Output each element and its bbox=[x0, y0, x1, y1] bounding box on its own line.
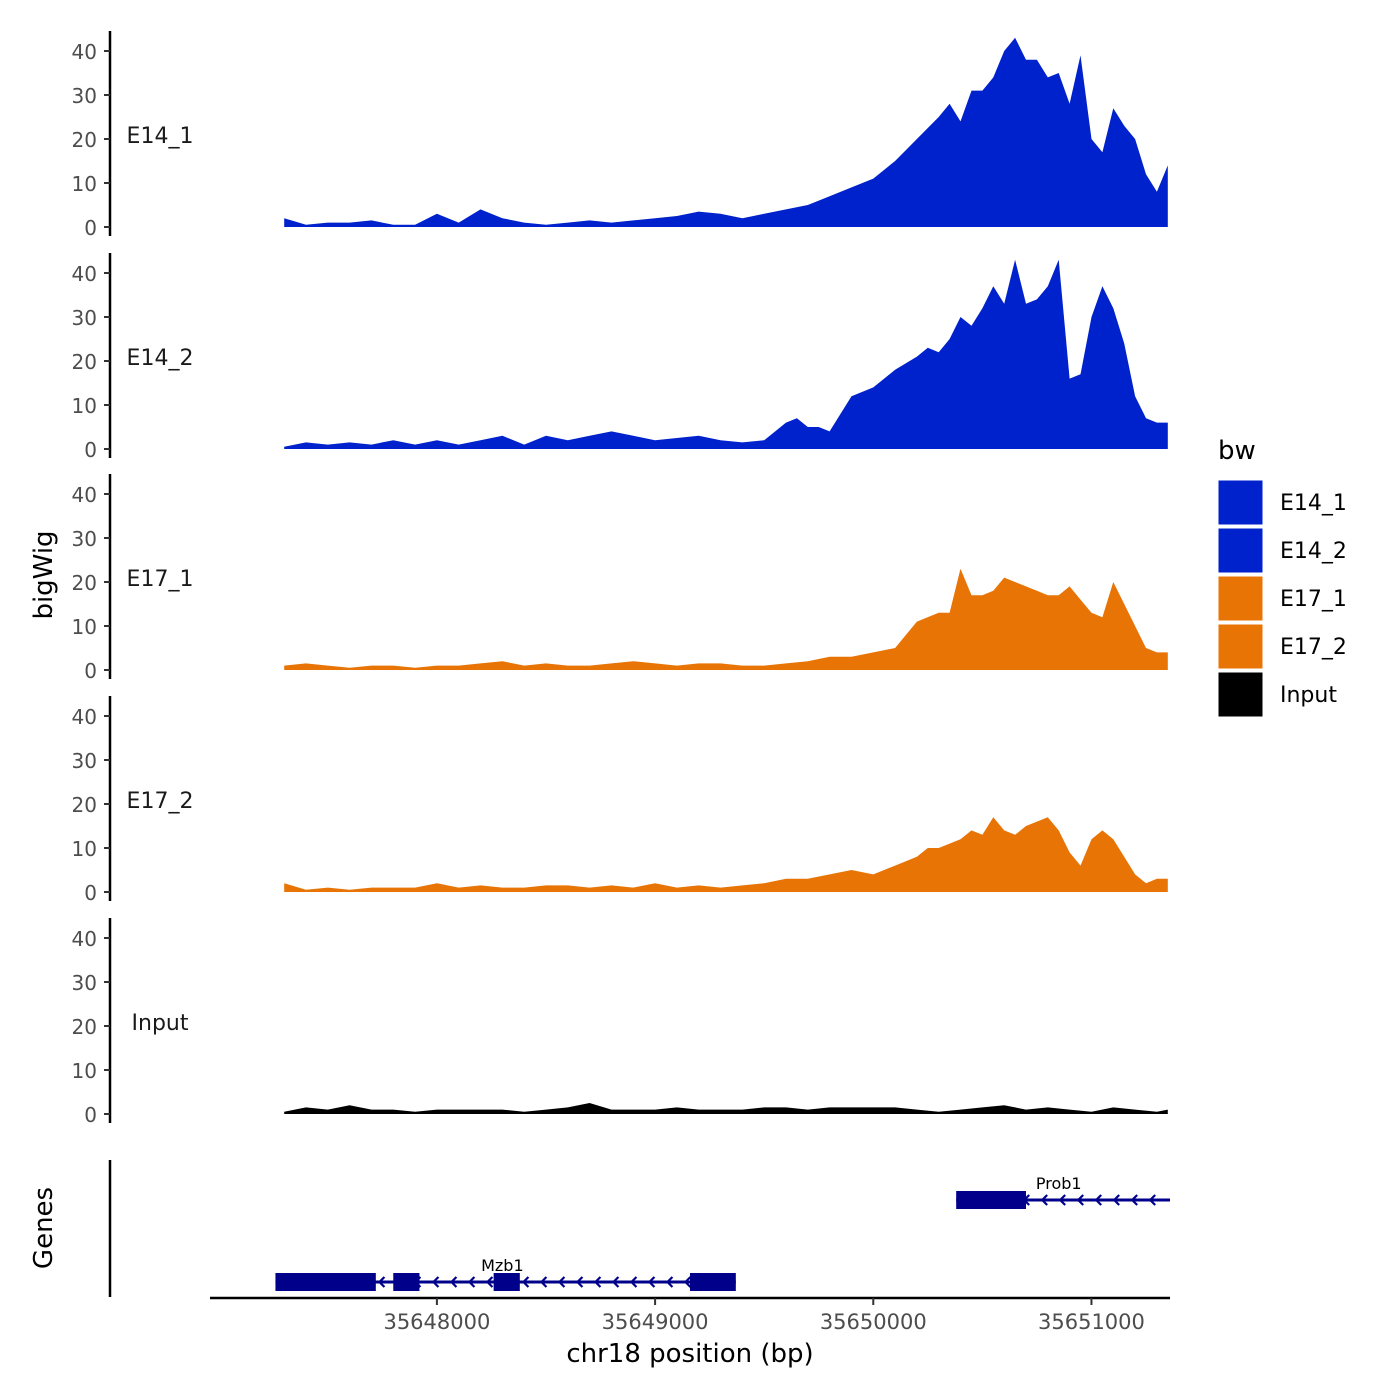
track-label: E17_2 bbox=[127, 789, 194, 814]
track-label: E17_1 bbox=[127, 567, 194, 592]
strand-arrow bbox=[1076, 1194, 1084, 1206]
x-tick-label: 35650000 bbox=[820, 1310, 927, 1334]
track-label: Input bbox=[132, 1011, 189, 1036]
y-tick-label: 30 bbox=[72, 527, 97, 551]
y-tick-label: 20 bbox=[72, 793, 97, 817]
gene-track: Prob1 Mzb1 bbox=[108, 1160, 1170, 1297]
strand-arrow bbox=[557, 1276, 566, 1288]
genes-track-title: Genes bbox=[29, 1187, 59, 1269]
legend-label: Input bbox=[1280, 683, 1337, 708]
gene-mzb1: Mzb1 bbox=[275, 1256, 736, 1291]
strand-arrow bbox=[611, 1276, 620, 1288]
track-e14-2: 0 10 20 30 40 E14_2 bbox=[72, 253, 1168, 462]
strand-arrow bbox=[1148, 1194, 1156, 1206]
strand-arrow bbox=[665, 1276, 674, 1288]
y-axis-title: bigWig bbox=[29, 530, 59, 619]
strand-arrow bbox=[1040, 1194, 1048, 1206]
coverage-area-e17-2 bbox=[284, 817, 1168, 892]
x-tick-label: 35649000 bbox=[602, 1310, 709, 1334]
legend-label: E14_2 bbox=[1280, 539, 1347, 564]
y-tick-label: 20 bbox=[72, 571, 97, 595]
strand-arrow bbox=[467, 1276, 476, 1288]
strand-arrow bbox=[1058, 1194, 1066, 1206]
strand-arrow bbox=[1094, 1194, 1102, 1206]
y-tick-label: 30 bbox=[72, 749, 97, 773]
track-label: E14_2 bbox=[127, 346, 194, 371]
y-tick-label: 40 bbox=[72, 40, 97, 64]
gene-label: Mzb1 bbox=[481, 1256, 524, 1275]
legend-swatch bbox=[1217, 479, 1264, 526]
y-tick-label: 0 bbox=[84, 659, 97, 683]
y-tick-label: 10 bbox=[72, 394, 97, 418]
y-tick-label: 0 bbox=[84, 881, 97, 905]
strand-arrow bbox=[575, 1276, 584, 1288]
legend-swatch bbox=[1217, 527, 1264, 574]
strand-arrow bbox=[521, 1276, 530, 1288]
y-tick-label: 30 bbox=[72, 84, 97, 108]
track-e17-2: 0 10 20 30 40 E17_2 bbox=[72, 696, 1168, 905]
legend-item-e17-1: E17_1 bbox=[1217, 575, 1347, 622]
y-tick-label: 40 bbox=[72, 705, 97, 729]
legend-item-e14-2: E14_2 bbox=[1217, 527, 1347, 574]
strand-arrow bbox=[629, 1276, 638, 1288]
legend-title: bw bbox=[1218, 436, 1256, 466]
gene-exon bbox=[493, 1273, 520, 1291]
gene-label: Prob1 bbox=[1036, 1174, 1082, 1193]
y-tick-label: 20 bbox=[72, 1015, 97, 1039]
x-axis-title: chr18 position (bp) bbox=[566, 1339, 813, 1369]
legend-label: E14_1 bbox=[1280, 491, 1347, 516]
coverage-area-e14-2 bbox=[284, 259, 1168, 449]
gene-exon bbox=[956, 1191, 1026, 1209]
coverage-area-e17-1 bbox=[284, 568, 1168, 670]
y-tick-label: 0 bbox=[84, 216, 97, 240]
y-tick-label: 10 bbox=[72, 837, 97, 861]
legend-swatch bbox=[1217, 671, 1264, 718]
track-e17-1: 0 10 20 30 40 E17_1 bbox=[72, 474, 1168, 683]
y-tick-label: 10 bbox=[72, 172, 97, 196]
y-tick-label: 30 bbox=[72, 306, 97, 330]
strand-arrow bbox=[539, 1276, 548, 1288]
coverage-tracks: 0 10 20 30 40 E14_1 0 10 20 30 40 E14_2 0 10 20 30 40 E17… bbox=[72, 31, 1168, 1127]
strand-arrow bbox=[647, 1276, 656, 1288]
y-tick-label: 20 bbox=[72, 350, 97, 374]
legend-item-e17-2: E17_2 bbox=[1217, 623, 1347, 670]
strand-arrow bbox=[1112, 1194, 1120, 1206]
gene-exon bbox=[393, 1273, 420, 1291]
y-tick-label: 30 bbox=[72, 971, 97, 995]
strand-arrow bbox=[431, 1276, 440, 1288]
legend-swatch bbox=[1217, 623, 1264, 670]
x-tick-label: 35648000 bbox=[383, 1310, 490, 1334]
gene-prob1: Prob1 bbox=[956, 1174, 1170, 1209]
strand-arrow bbox=[485, 1276, 494, 1288]
strand-arrow bbox=[377, 1276, 386, 1288]
y-tick-label: 10 bbox=[72, 615, 97, 639]
y-tick-label: 0 bbox=[84, 1103, 97, 1127]
gene-exon bbox=[690, 1273, 736, 1291]
coverage-area-e14-1 bbox=[284, 37, 1168, 227]
track-label: E14_1 bbox=[127, 124, 194, 149]
legend: bw E14_1 E14_2 E17_1 E17_2 Input bbox=[1217, 436, 1347, 718]
strand-arrow bbox=[1130, 1194, 1138, 1206]
strand-arrow bbox=[449, 1276, 458, 1288]
x-tick-label: 35651000 bbox=[1038, 1310, 1145, 1334]
y-tick-label: 40 bbox=[72, 483, 97, 507]
y-tick-label: 0 bbox=[84, 438, 97, 462]
gene-exon bbox=[275, 1273, 376, 1291]
legend-item-input: Input bbox=[1217, 671, 1337, 718]
x-axis: 35648000 35649000 35650000 35651000 bbox=[210, 1296, 1170, 1334]
legend-label: E17_2 bbox=[1280, 635, 1347, 660]
legend-swatch bbox=[1217, 575, 1264, 622]
y-tick-label: 40 bbox=[72, 927, 97, 951]
y-tick-label: 40 bbox=[72, 262, 97, 286]
strand-arrow bbox=[683, 1276, 692, 1288]
legend-item-e14-1: E14_1 bbox=[1217, 479, 1347, 526]
track-e14-1: 0 10 20 30 40 E14_1 bbox=[72, 31, 1168, 240]
coverage-area-input bbox=[284, 1103, 1168, 1114]
y-tick-label: 20 bbox=[72, 128, 97, 152]
legend-label: E17_1 bbox=[1280, 587, 1347, 612]
y-tick-label: 10 bbox=[72, 1059, 97, 1083]
track-input: 0 10 20 30 40 Input bbox=[72, 918, 1168, 1127]
strand-arrow bbox=[593, 1276, 602, 1288]
